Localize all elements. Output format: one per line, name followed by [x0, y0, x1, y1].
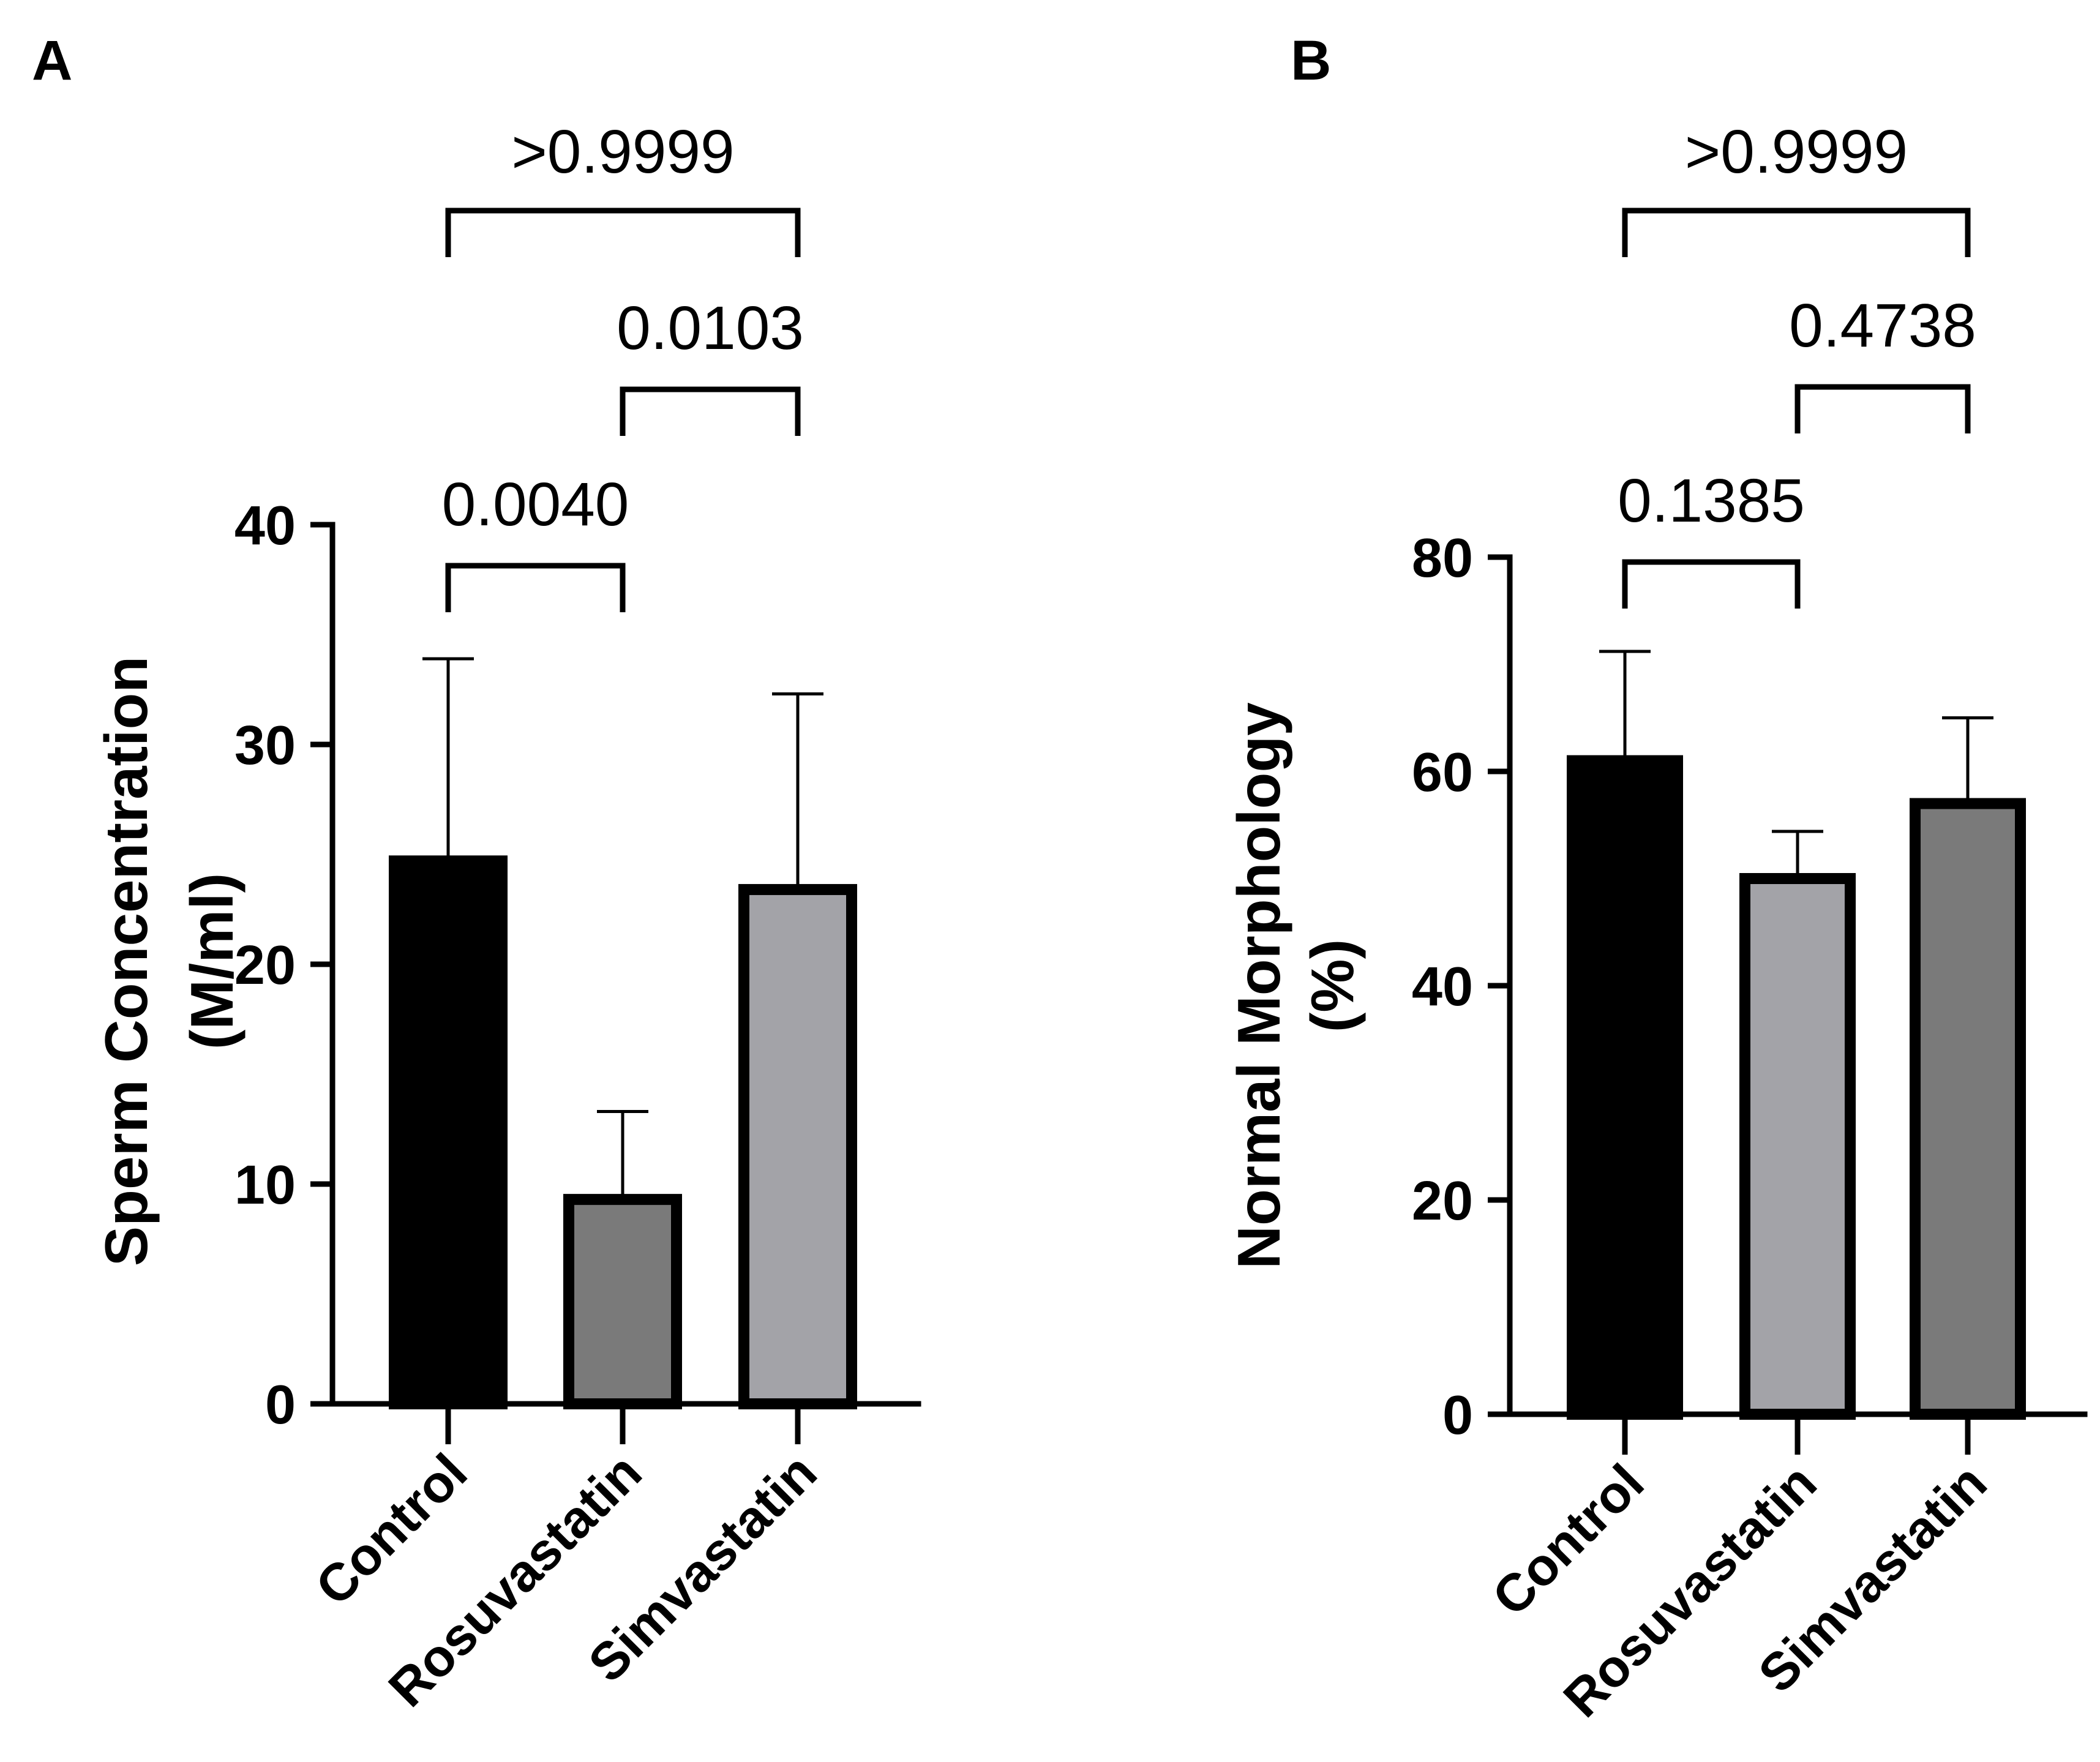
y-tick-label: 30	[234, 715, 296, 776]
y-axis-title-line-2: (%)	[1299, 939, 1366, 1032]
y-tick-label: 20	[1412, 1171, 1473, 1232]
p-value-label: >0.9999	[511, 118, 734, 186]
panel-label: A	[32, 29, 72, 92]
y-axis-title: Sperm Concentration (M/ml)	[92, 656, 246, 1266]
y-tick-label: 10	[234, 1155, 296, 1216]
y-tick-label: 20	[234, 935, 296, 996]
p-value-label: 0.0040	[442, 470, 629, 539]
panel-label: B	[1291, 29, 1331, 92]
y-tick-label: 80	[1412, 528, 1473, 589]
x-tick-label: Control	[1481, 1453, 1655, 1627]
y-axis-title-line-2: (M/ml)	[178, 873, 246, 1050]
x-tick-label: Control	[304, 1443, 478, 1617]
significance-bracket	[1622, 559, 1801, 609]
bar-rosuvastatin	[563, 1194, 682, 1409]
p-value-label: >0.9999	[1685, 118, 1908, 186]
significance-bracket	[445, 208, 801, 257]
bar-simvastatin	[738, 883, 857, 1409]
y-axis-title-line-1: Sperm Concentration	[92, 656, 160, 1266]
p-value-label: 0.0103	[617, 294, 804, 362]
y-tick-label: 0	[1442, 1385, 1473, 1446]
p-value-label: 0.1385	[1618, 467, 1805, 535]
bar-control	[389, 855, 508, 1409]
p-value-label: 0.4738	[1789, 291, 1976, 360]
y-tick-label: 40	[234, 495, 296, 557]
y-tick-label: 0	[265, 1374, 296, 1436]
bar-control	[1567, 755, 1683, 1420]
bar-simvastatin	[1910, 798, 2026, 1420]
y-axis-title: Normal Morphology (%)	[1225, 702, 1366, 1269]
significance-bracket	[1794, 384, 1971, 433]
significance-bracket	[1622, 208, 1971, 257]
y-axis-title-line-1: Normal Morphology	[1225, 702, 1292, 1269]
y-tick-label: 40	[1412, 956, 1473, 1018]
x-tick-label-group: Control	[1481, 1453, 1655, 1627]
chart-panel-a: A Sperm Concentration (M/ml) 0 10 20 30 40 Contr…	[32, 29, 921, 1718]
bar-rosuvastatin	[1739, 873, 1856, 1420]
y-tick-label: 60	[1412, 742, 1473, 803]
x-tick-label-group: Control	[304, 1443, 478, 1617]
significance-bracket	[445, 563, 626, 612]
significance-bracket	[620, 386, 801, 436]
